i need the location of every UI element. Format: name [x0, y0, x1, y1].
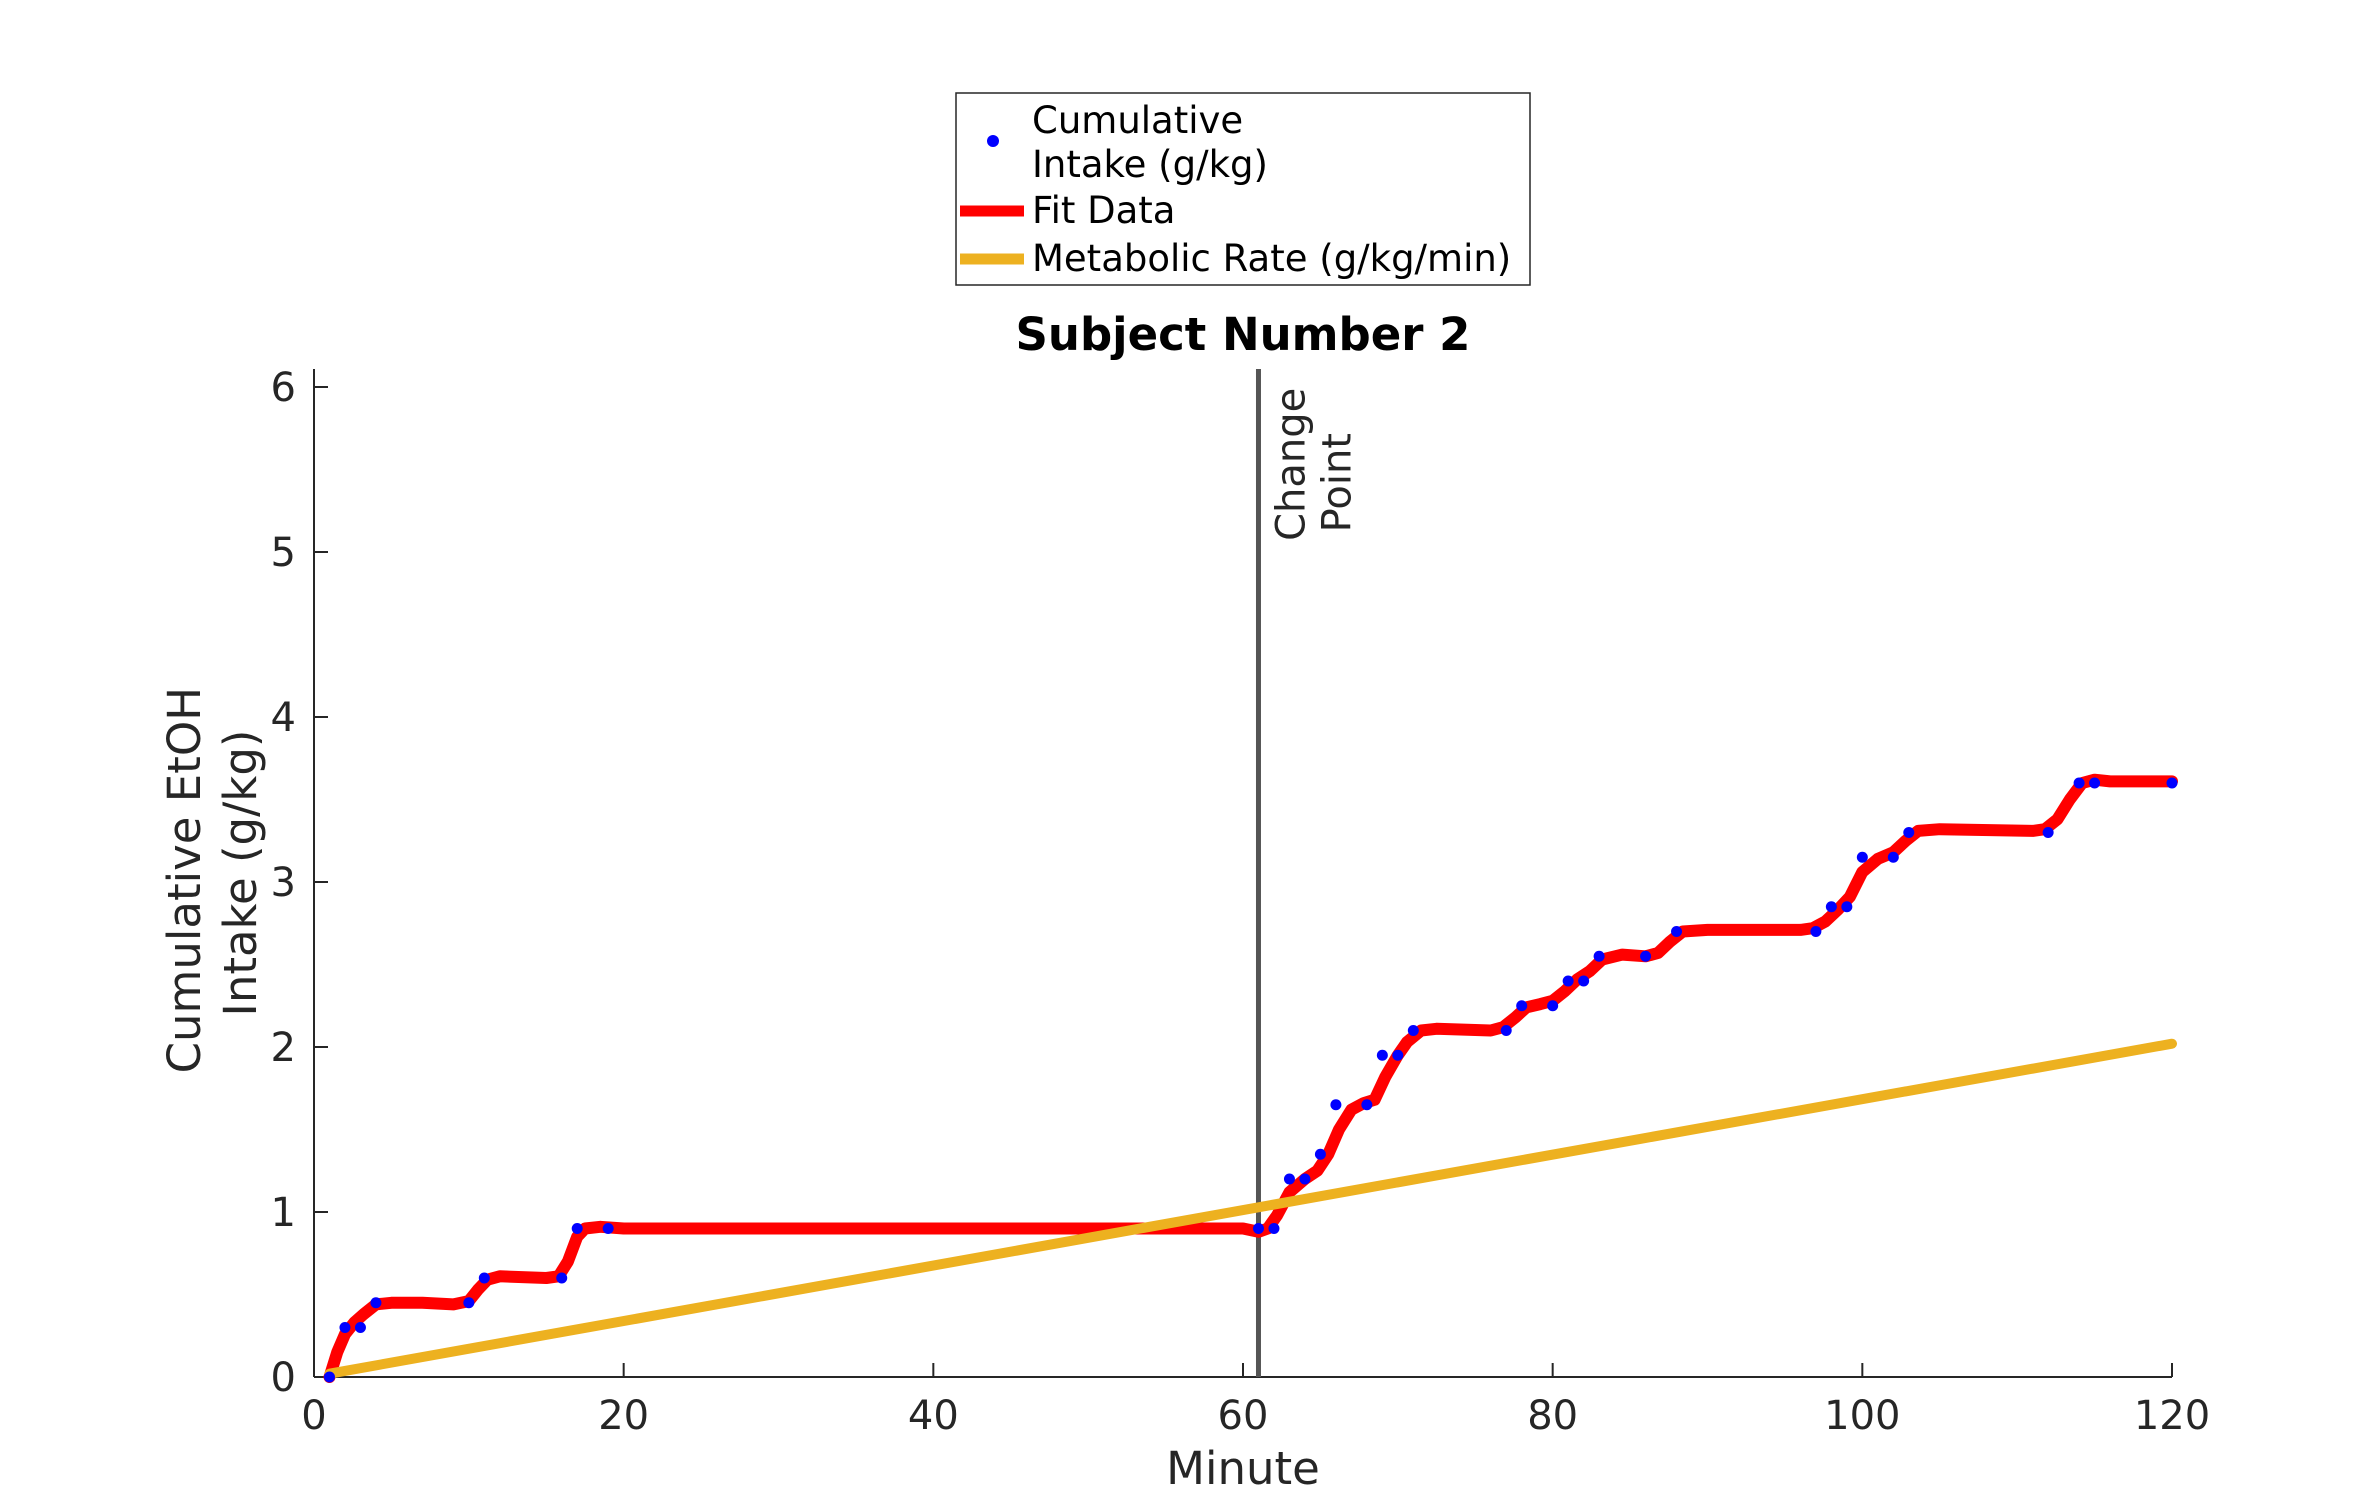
change-point-label: Change Point: [1268, 375, 1360, 541]
legend-label-cumulative-intake-line-2: Intake (g/kg): [1032, 143, 1268, 186]
intake-point: [1593, 950, 1605, 962]
intake-point: [1856, 851, 1868, 863]
intake-point: [478, 1272, 490, 1284]
y-tick-label: 2: [271, 1025, 296, 1071]
intake-point: [1392, 1049, 1404, 1061]
intake-point: [1516, 1000, 1528, 1012]
intake-point: [602, 1223, 614, 1234]
change-point-annotation: Change Point: [1255, 369, 1360, 1377]
legend-label-metabolic-rate: Metabolic Rate (g/kg/min): [1032, 237, 1511, 280]
legend-box: [955, 92, 1531, 286]
intake-point: [1283, 1173, 1295, 1185]
intake-point: [1562, 975, 1574, 987]
intake-point: [370, 1297, 382, 1309]
intake-point: [1841, 901, 1853, 913]
x-tick-label: 100: [1824, 1393, 1900, 1439]
x-axis-label: Minute: [1166, 1442, 1320, 1492]
x-tick-label: 20: [598, 1393, 649, 1439]
y-tick-label: 3: [271, 860, 296, 906]
intake-point: [1578, 975, 1590, 987]
legend-label-fit-data: Fit Data: [1032, 189, 1175, 232]
y-tick-label: 0: [271, 1355, 296, 1401]
intake-point: [1314, 1148, 1326, 1160]
intake-point: [463, 1297, 475, 1309]
intake-point: [323, 1371, 335, 1383]
metabolic-rate-line: [324, 1038, 2177, 1379]
y-tick-label: 5: [271, 530, 296, 576]
intake-point: [2042, 827, 2054, 838]
intake-point: [571, 1223, 583, 1234]
change-point-label-line-1: Change: [1268, 388, 1314, 541]
x-tick-label: 40: [908, 1393, 959, 1439]
legend-label-cumulative-intake-line-1: Cumulative: [1032, 99, 1243, 142]
intake-point: [1361, 1099, 1373, 1111]
y-axis-label-line-1: Cumulative EtOH: [158, 687, 211, 1073]
y-axis-label: Cumulative EtOH Intake (g/kg): [158, 673, 267, 1074]
intake-point: [1376, 1049, 1388, 1061]
intake-point: [2089, 777, 2101, 789]
intake-point: [1268, 1223, 1280, 1234]
intake-point: [1299, 1173, 1311, 1185]
intake-point: [1640, 950, 1652, 962]
axes: 0 20 40 60 80 100 120 0 1 2 3 4 5 6: [271, 365, 2211, 1439]
fit-data-line: [323, 773, 2178, 1383]
intake-point: [1330, 1099, 1342, 1111]
intake-point: [1500, 1025, 1512, 1036]
series: [323, 773, 2178, 1383]
intake-point: [1887, 851, 1899, 863]
intake-point: [2073, 777, 2085, 789]
intake-point: [556, 1272, 568, 1284]
intake-point: [1252, 1223, 1264, 1234]
intake-point: [1810, 926, 1822, 937]
intake-point: [2166, 777, 2178, 789]
intake-point: [1903, 827, 1915, 838]
y-axis-label-line-2: Intake (g/kg): [214, 730, 267, 1017]
legend-marker-cumulative-intake: [987, 135, 999, 147]
legend: Cumulative Intake (g/kg) Fit Data Metabo…: [955, 92, 1531, 286]
x-tick-label: 60: [1218, 1393, 1269, 1439]
intake-point: [1547, 1000, 1559, 1012]
y-tick-label: 6: [271, 365, 296, 411]
y-tick-label: 1: [271, 1190, 296, 1236]
chart-title: Subject Number 2: [1016, 308, 1471, 361]
intake-point: [1825, 901, 1837, 913]
x-tick-label: 120: [2134, 1393, 2210, 1439]
intake-point: [1671, 926, 1683, 937]
intake-point: [339, 1322, 351, 1333]
y-tick-label: 4: [271, 695, 296, 741]
intake-point: [1407, 1025, 1419, 1036]
x-tick-label: 0: [301, 1393, 326, 1439]
change-point-label-line-2: Point: [1314, 433, 1360, 532]
x-tick-label: 80: [1527, 1393, 1578, 1439]
intake-point: [354, 1322, 366, 1333]
